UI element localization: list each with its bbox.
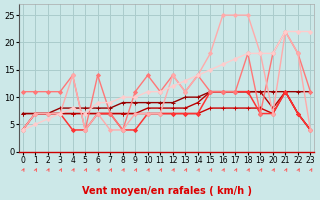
X-axis label: Vent moyen/en rafales ( km/h ): Vent moyen/en rafales ( km/h )	[82, 186, 252, 196]
